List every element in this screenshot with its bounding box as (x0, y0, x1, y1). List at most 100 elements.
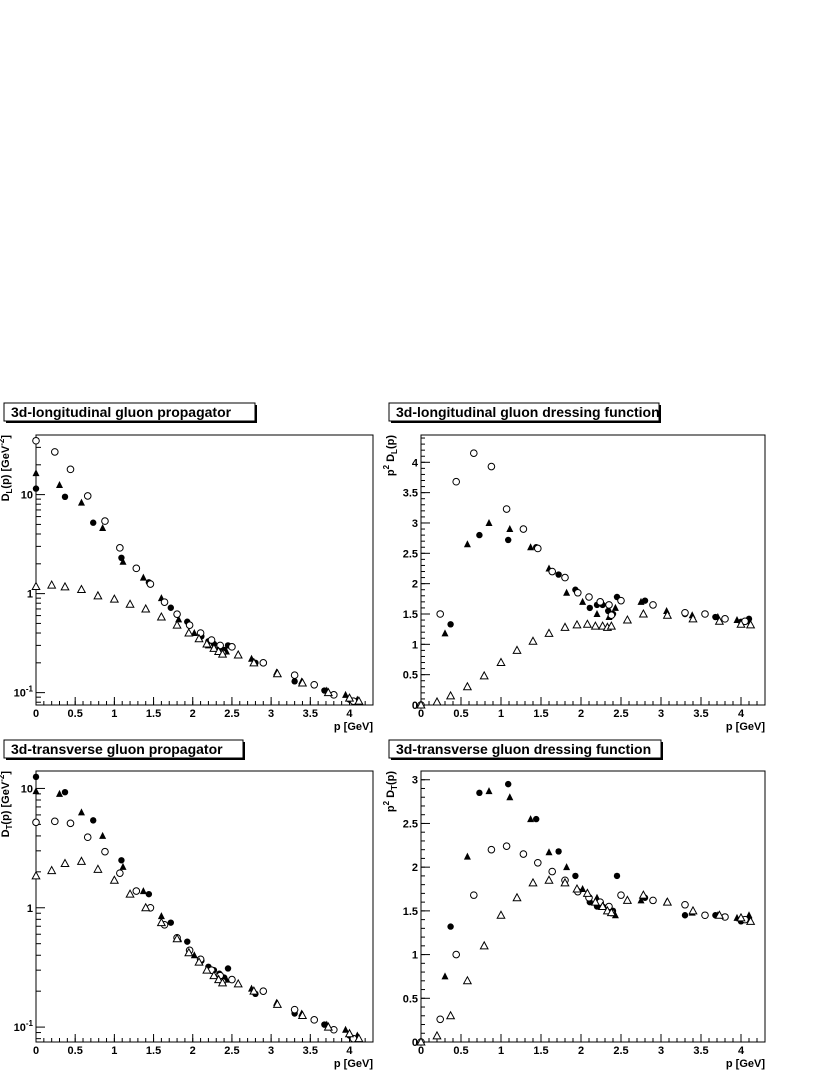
point-open-triangle (249, 986, 259, 995)
point-open-triangle (141, 902, 151, 912)
x-tick-label: 0.5 (453, 708, 468, 720)
point-open-circle (259, 987, 268, 995)
point-filled-circle (681, 912, 689, 919)
point-filled-circle (447, 621, 454, 628)
point-filled-triangle (593, 609, 601, 617)
point-filled-circle (586, 604, 593, 612)
point-filled-triangle (463, 540, 471, 548)
chart-bl: 3d-transverse gluon propagator 0 0.5 1 1.5 2 2… (0, 739, 374, 1070)
point-filled-triangle (611, 911, 619, 919)
point-open-triangle (662, 610, 673, 619)
markers (416, 449, 756, 709)
point-filled-circle (184, 938, 191, 945)
point-open-triangle (172, 620, 182, 629)
point-open-triangle (572, 619, 582, 629)
point-filled-circle (167, 919, 174, 926)
point-open-triangle (156, 917, 167, 927)
point-filled-triangle (745, 911, 753, 919)
point-open-triangle (736, 912, 746, 922)
y-tick-label: 3 (412, 518, 418, 530)
point-filled-triangle (611, 603, 619, 611)
point-open-triangle (184, 947, 194, 957)
point-open-circle (617, 596, 625, 605)
point-filled-triangle (190, 951, 198, 959)
point-filled-triangle (485, 518, 493, 526)
point-open-circle (487, 462, 496, 471)
point-open-circle (502, 505, 511, 513)
y-tick-label: 1 (27, 903, 33, 915)
y-axis-label: p2 DL(p) (382, 435, 399, 476)
point-open-triangle (512, 645, 522, 654)
x-tick-label: 2 (190, 708, 196, 720)
point-open-triangle (323, 687, 333, 697)
y-tick-label: 1.5 (403, 609, 418, 621)
point-open-triangle (354, 1033, 364, 1043)
x-tick-label: 0 (418, 1045, 424, 1057)
point-open-triangle (590, 621, 601, 630)
point-open-triangle (209, 970, 219, 980)
point-filled-triangle (441, 629, 449, 637)
point-filled-triangle (99, 831, 107, 839)
point-open-circle (607, 611, 616, 620)
x-tick-label: 1.5 (533, 708, 548, 720)
title-box (388, 402, 660, 422)
x-tick-label: 2.5 (224, 708, 239, 720)
title-box (388, 739, 662, 759)
point-open-circle (207, 636, 216, 644)
point-filled-triangle (342, 1025, 350, 1033)
point-filled-triangle (56, 789, 64, 797)
point-open-triangle (272, 999, 283, 1008)
point-open-circle (216, 641, 224, 650)
point-open-triangle (323, 1022, 333, 1031)
point-open-circle (32, 436, 40, 445)
point-filled-triangle (506, 525, 514, 533)
chart-title: 3d-transverse gluon dressing function (396, 741, 651, 757)
point-open-triangle (272, 668, 283, 678)
title-box (3, 739, 244, 759)
x-tick-label: 1.5 (533, 1045, 548, 1057)
point-filled-circle (476, 789, 483, 797)
point-filled-triangle (545, 848, 553, 856)
point-open-triangle (606, 621, 617, 630)
point-open-circle (574, 588, 582, 597)
point-open-triangle (496, 657, 506, 667)
point-open-circle (548, 867, 557, 876)
y-tick-label: 3 (412, 775, 418, 787)
point-open-circle (259, 659, 268, 667)
point-open-circle (310, 1016, 319, 1024)
point-open-triangle (184, 627, 194, 637)
point-filled-triangle (99, 524, 107, 532)
point-open-circle (649, 896, 657, 905)
point-filled-triangle (579, 597, 587, 605)
point-open-triangle (213, 974, 224, 984)
x-tick-label: 1 (498, 1045, 504, 1057)
point-open-triangle (462, 681, 473, 691)
point-open-triangle (194, 957, 204, 966)
point-open-circle (721, 615, 729, 623)
point-filled-circle (61, 788, 69, 796)
y-tick-label: 1 (27, 589, 33, 601)
point-open-triangle (76, 584, 87, 594)
chart-title: 3d-longitudinal gluon propagator (11, 404, 232, 420)
x-tick-label: 2.5 (613, 708, 628, 720)
point-open-circle (83, 492, 92, 500)
y-tick-label: 2 (412, 579, 418, 591)
point-open-triangle (297, 677, 308, 687)
point-open-circle (132, 564, 141, 573)
point-open-triangle (209, 643, 219, 652)
point-open-circle (548, 567, 557, 576)
y-tick-label: 3.5 (403, 488, 418, 500)
point-open-triangle (93, 590, 103, 600)
point-filled-triangle (637, 597, 645, 605)
x-tick-label: 3.5 (693, 708, 708, 720)
point-open-circle (51, 817, 59, 826)
point-open-circle (701, 610, 709, 618)
x-tick-label: 0 (418, 708, 424, 720)
point-open-circle (681, 900, 689, 909)
point-open-triangle (202, 965, 212, 974)
point-open-circle (487, 845, 496, 854)
y-tick-label: 10-1 (14, 685, 34, 700)
point-open-triangle (31, 870, 41, 880)
point-open-circle (436, 610, 445, 618)
point-open-circle (596, 598, 605, 606)
